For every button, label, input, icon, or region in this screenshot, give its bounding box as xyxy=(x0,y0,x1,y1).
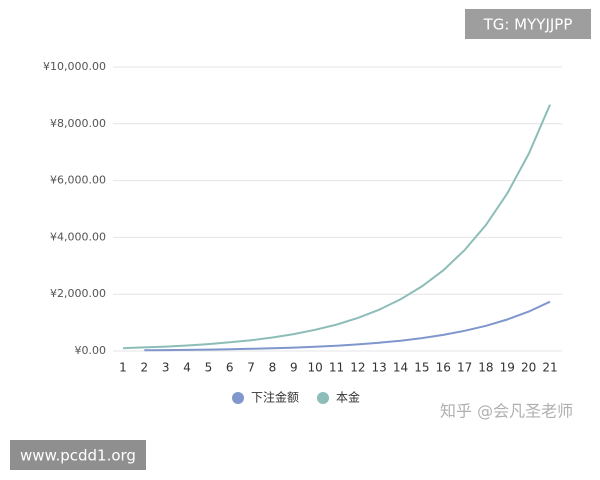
series-line xyxy=(122,104,551,350)
x-tick-label: 12 xyxy=(350,361,365,375)
x-tick-label: 17 xyxy=(457,361,472,375)
overlay-text: www.pcdd1.org xyxy=(20,447,136,465)
x-tick-label: 7 xyxy=(247,361,255,375)
legend-marker xyxy=(232,392,244,404)
x-tick-label: 9 xyxy=(290,361,298,375)
x-tick-label: 19 xyxy=(500,361,515,375)
x-tick-label: 16 xyxy=(436,361,451,375)
x-tick-label: 15 xyxy=(414,361,429,375)
x-tick-label: 21 xyxy=(542,361,557,375)
overlay-text: 知乎 @会凡圣老师 xyxy=(440,402,573,421)
legend-label: 本金 xyxy=(336,390,360,405)
x-tick-label: 3 xyxy=(162,361,170,375)
x-tick-label: 14 xyxy=(393,361,408,375)
overlay-box xyxy=(10,440,146,470)
x-tick-label: 11 xyxy=(329,361,344,375)
legend-label: 下注金额 xyxy=(251,390,299,405)
y-tick-label: ¥2,000.00 xyxy=(50,287,106,300)
x-tick-label: 13 xyxy=(372,361,387,375)
overlay-box xyxy=(465,9,591,39)
overlay-text: TG: MYYJJPP xyxy=(483,16,573,34)
x-tick-label: 20 xyxy=(521,361,536,375)
x-tick-label: 6 xyxy=(226,361,234,375)
x-tick-label: 4 xyxy=(183,361,191,375)
y-tick-label: ¥4,000.00 xyxy=(50,230,106,243)
x-tick-label: 1 xyxy=(119,361,127,375)
y-tick-label: ¥6,000.00 xyxy=(50,174,106,187)
x-tick-label: 2 xyxy=(141,361,149,375)
x-tick-label: 18 xyxy=(478,361,493,375)
series-line xyxy=(144,300,551,352)
y-tick-label: ¥10,000.00 xyxy=(43,60,106,73)
y-tick-label: ¥0.00 xyxy=(75,344,107,357)
y-tick-label: ¥8,000.00 xyxy=(50,117,106,130)
x-tick-label: 8 xyxy=(269,361,277,375)
x-tick-label: 10 xyxy=(308,361,323,375)
legend-marker xyxy=(317,392,329,404)
x-tick-label: 5 xyxy=(205,361,213,375)
